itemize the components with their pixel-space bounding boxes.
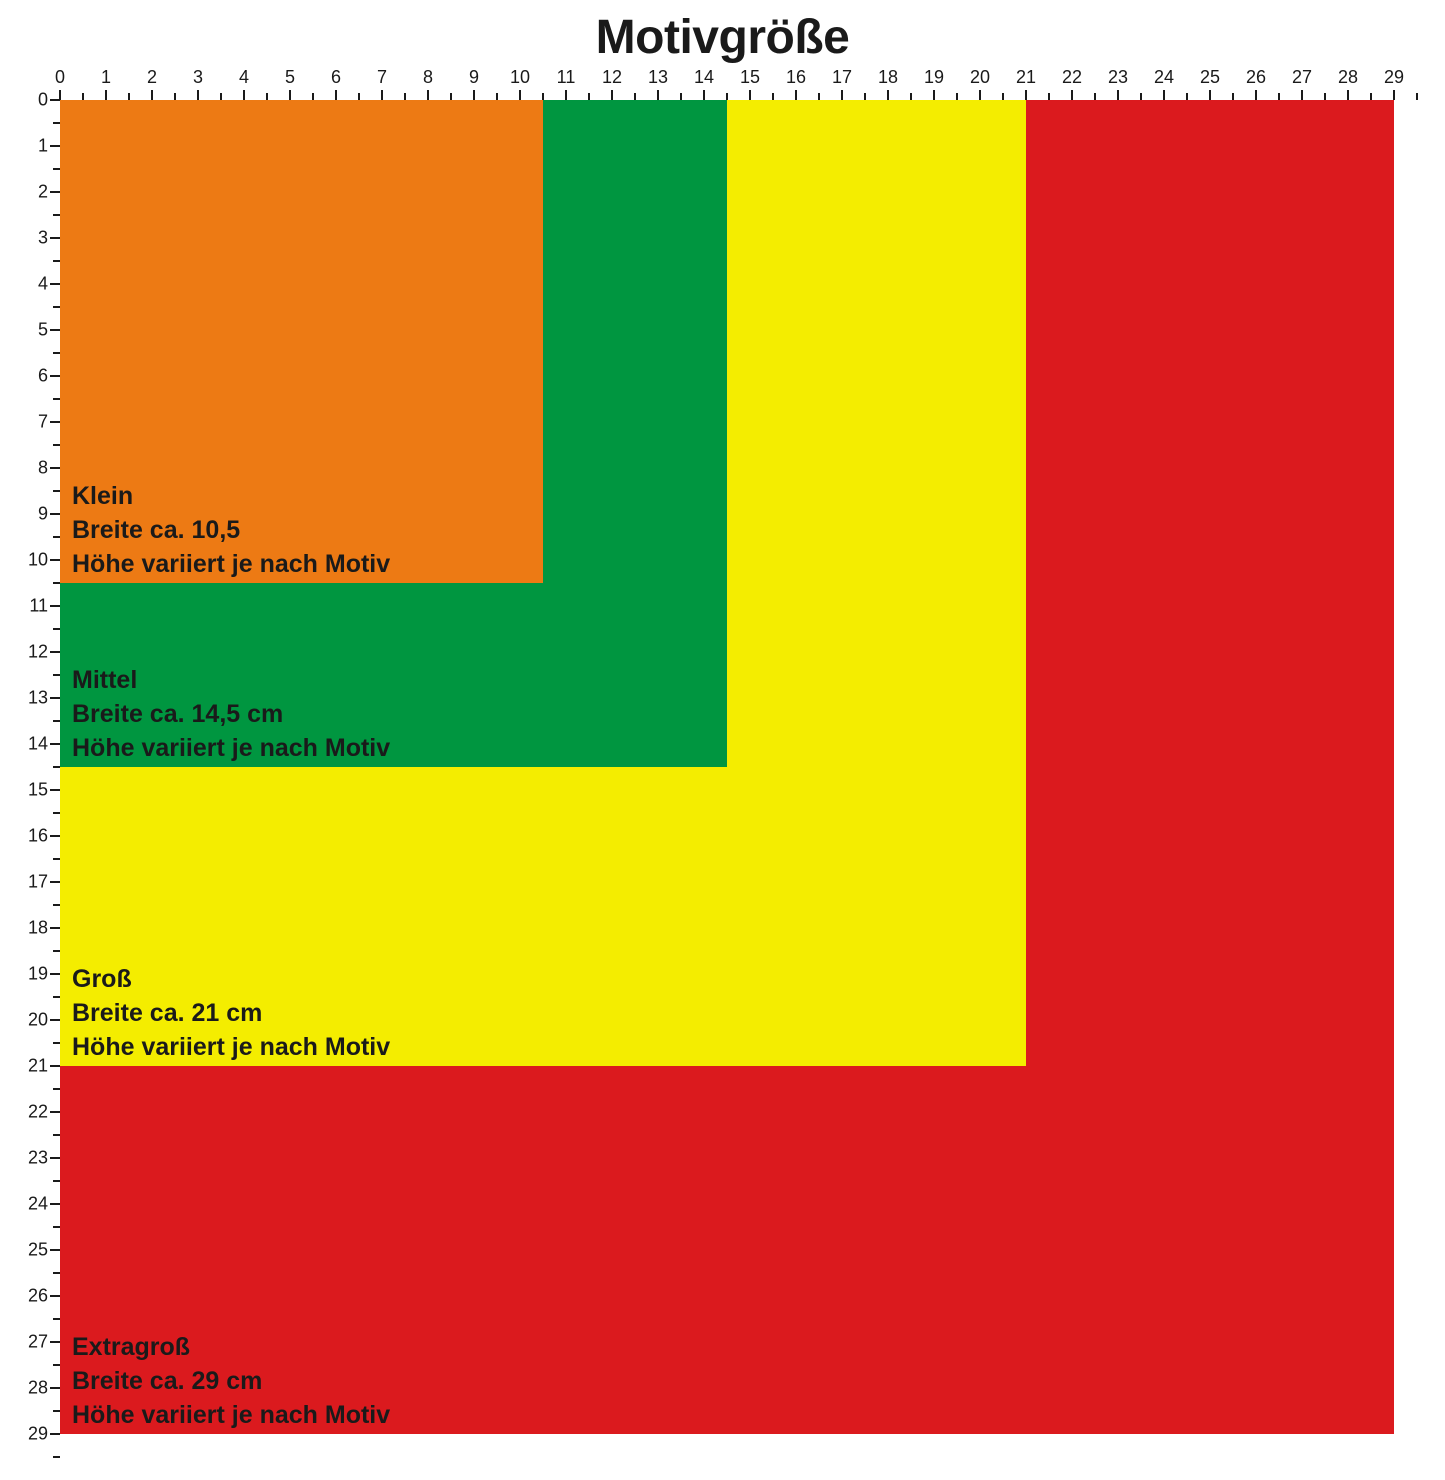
chart-title: Motivgröße (0, 10, 1445, 65)
ruler-number: 18 (878, 67, 898, 88)
ruler-number: 23 (1108, 67, 1128, 88)
ruler-number: 25 (1200, 67, 1220, 88)
size-label-line: Mittel (72, 663, 390, 697)
ruler-number: 26 (28, 1286, 48, 1307)
ruler-number: 0 (55, 67, 65, 88)
ruler-number: 23 (28, 1148, 48, 1169)
ruler-number: 4 (239, 67, 249, 88)
size-label-klein: KleinBreite ca. 10,5Höhe variiert je nac… (72, 479, 390, 581)
size-label-line: Breite ca. 14,5 cm (72, 697, 390, 731)
size-label-mittel: MittelBreite ca. 14,5 cmHöhe variiert je… (72, 663, 390, 765)
ruler-number: 19 (924, 67, 944, 88)
ruler-number: 25 (28, 1240, 48, 1261)
size-label-line: Klein (72, 479, 390, 513)
ruler-number: 12 (602, 67, 622, 88)
size-label-line: Höhe variiert je nach Motiv (72, 1398, 390, 1432)
ruler-number: 16 (786, 67, 806, 88)
ruler-number: 2 (147, 67, 157, 88)
ruler-number: 14 (694, 67, 714, 88)
size-label-gross: GroßBreite ca. 21 cmHöhe variiert je nac… (72, 962, 390, 1064)
ruler-number: 17 (832, 67, 852, 88)
size-label-line: Breite ca. 10,5 (72, 513, 390, 547)
ruler-number: 11 (29, 596, 48, 617)
size-diagram: KleinBreite ca. 10,5Höhe variiert je nac… (60, 100, 1440, 1480)
ruler-number: 0 (38, 90, 48, 111)
ruler-number: 6 (38, 366, 48, 387)
ruler-number: 1 (38, 136, 48, 157)
ruler-number: 20 (970, 67, 990, 88)
ruler-number: 13 (648, 67, 668, 88)
ruler-number: 13 (28, 688, 48, 709)
ruler-number: 5 (38, 320, 48, 341)
size-label-line: Höhe variiert je nach Motiv (72, 547, 390, 581)
size-label-line: Breite ca. 29 cm (72, 1364, 390, 1398)
ruler-number: 15 (28, 780, 48, 801)
ruler-number: 28 (1338, 67, 1358, 88)
ruler-number: 28 (28, 1378, 48, 1399)
ruler-vertical: 0123456789101112131415161718192021222324… (22, 100, 60, 1480)
ruler-number: 19 (28, 964, 48, 985)
ruler-number: 15 (740, 67, 760, 88)
size-label-line: Groß (72, 962, 390, 996)
ruler-horizontal: 0123456789101112131415161718192021222324… (60, 72, 1440, 100)
ruler-number: 29 (1384, 67, 1404, 88)
page: Motivgröße 01234567891011121314151617181… (0, 0, 1445, 1445)
ruler-number: 17 (28, 872, 48, 893)
ruler-number: 16 (28, 826, 48, 847)
size-label-extragross: ExtragroßBreite ca. 29 cmHöhe variiert j… (72, 1330, 390, 1432)
ruler-number: 22 (28, 1102, 48, 1123)
ruler-number: 2 (38, 182, 48, 203)
size-label-line: Breite ca. 21 cm (72, 996, 390, 1030)
ruler-number: 20 (28, 1010, 48, 1031)
ruler-number: 6 (331, 67, 341, 88)
ruler-number: 10 (510, 67, 530, 88)
ruler-number: 21 (28, 1056, 48, 1077)
ruler-number: 8 (38, 458, 48, 479)
size-label-line: Höhe variiert je nach Motiv (72, 1030, 390, 1064)
ruler-number: 21 (1016, 67, 1036, 88)
ruler-number: 3 (38, 228, 48, 249)
ruler-number: 27 (1292, 67, 1312, 88)
ruler-number: 4 (38, 274, 48, 295)
ruler-number: 26 (1246, 67, 1266, 88)
ruler-number: 7 (377, 67, 387, 88)
ruler-number: 18 (28, 918, 48, 939)
size-label-line: Extragroß (72, 1330, 390, 1364)
ruler-number: 27 (28, 1332, 48, 1353)
ruler-number: 8 (423, 67, 433, 88)
ruler-number: 24 (28, 1194, 48, 1215)
ruler-number: 24 (1154, 67, 1174, 88)
ruler-number: 29 (28, 1424, 48, 1445)
ruler-number: 9 (38, 504, 48, 525)
ruler-number: 10 (28, 550, 48, 571)
ruler-number: 12 (28, 642, 48, 663)
ruler-number: 11 (557, 67, 576, 88)
ruler-number: 7 (38, 412, 48, 433)
size-label-line: Höhe variiert je nach Motiv (72, 731, 390, 765)
ruler-number: 22 (1062, 67, 1082, 88)
ruler-number: 3 (193, 67, 203, 88)
ruler-number: 14 (28, 734, 48, 755)
ruler-number: 1 (101, 67, 111, 88)
ruler-number: 9 (469, 67, 479, 88)
ruler-number: 5 (285, 67, 295, 88)
